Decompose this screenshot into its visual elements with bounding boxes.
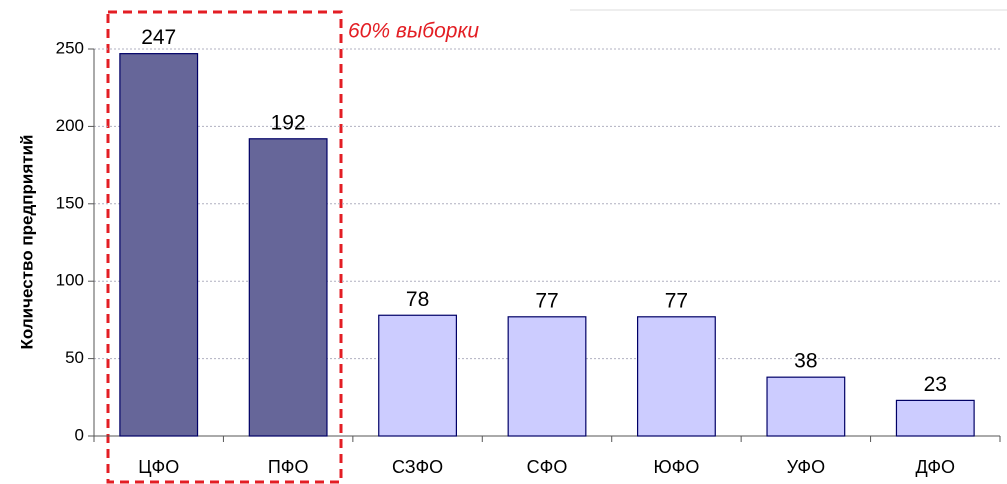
x-tick-label: УФО bbox=[787, 457, 826, 477]
x-tick-label: ЮФО bbox=[653, 457, 699, 477]
x-tick-label: ЦФО bbox=[138, 457, 179, 477]
x-tick-label: СЗФО bbox=[392, 457, 443, 477]
bar bbox=[378, 314, 458, 437]
bar bbox=[119, 53, 199, 437]
annotation: 60% выборки bbox=[348, 20, 479, 43]
y-tick-label: 0 bbox=[75, 425, 84, 444]
x-tick-label: СФО bbox=[527, 457, 568, 477]
y-tick-label: 100 bbox=[56, 271, 84, 290]
x-tick-label: ДФО bbox=[916, 457, 955, 477]
value-label: 78 bbox=[406, 288, 429, 311]
y-axis-label: Количество предприятий bbox=[17, 135, 36, 350]
bar bbox=[248, 138, 328, 437]
y-tick-label: 50 bbox=[65, 348, 84, 367]
value-label: 192 bbox=[271, 111, 306, 134]
y-tick-label: 150 bbox=[56, 193, 84, 212]
x-tick-label: ПФО bbox=[268, 457, 309, 477]
bar bbox=[766, 376, 846, 437]
highlight-box bbox=[106, 10, 343, 484]
bar bbox=[636, 316, 716, 437]
y-tick-label: 200 bbox=[56, 116, 84, 135]
value-label: 77 bbox=[665, 289, 688, 312]
value-label: 23 bbox=[924, 373, 947, 396]
value-label: 247 bbox=[141, 26, 176, 49]
value-label: 38 bbox=[794, 350, 817, 373]
bar bbox=[895, 399, 975, 437]
y-tick-label: 250 bbox=[56, 38, 84, 57]
bar bbox=[507, 316, 587, 437]
value-label: 77 bbox=[535, 289, 558, 312]
